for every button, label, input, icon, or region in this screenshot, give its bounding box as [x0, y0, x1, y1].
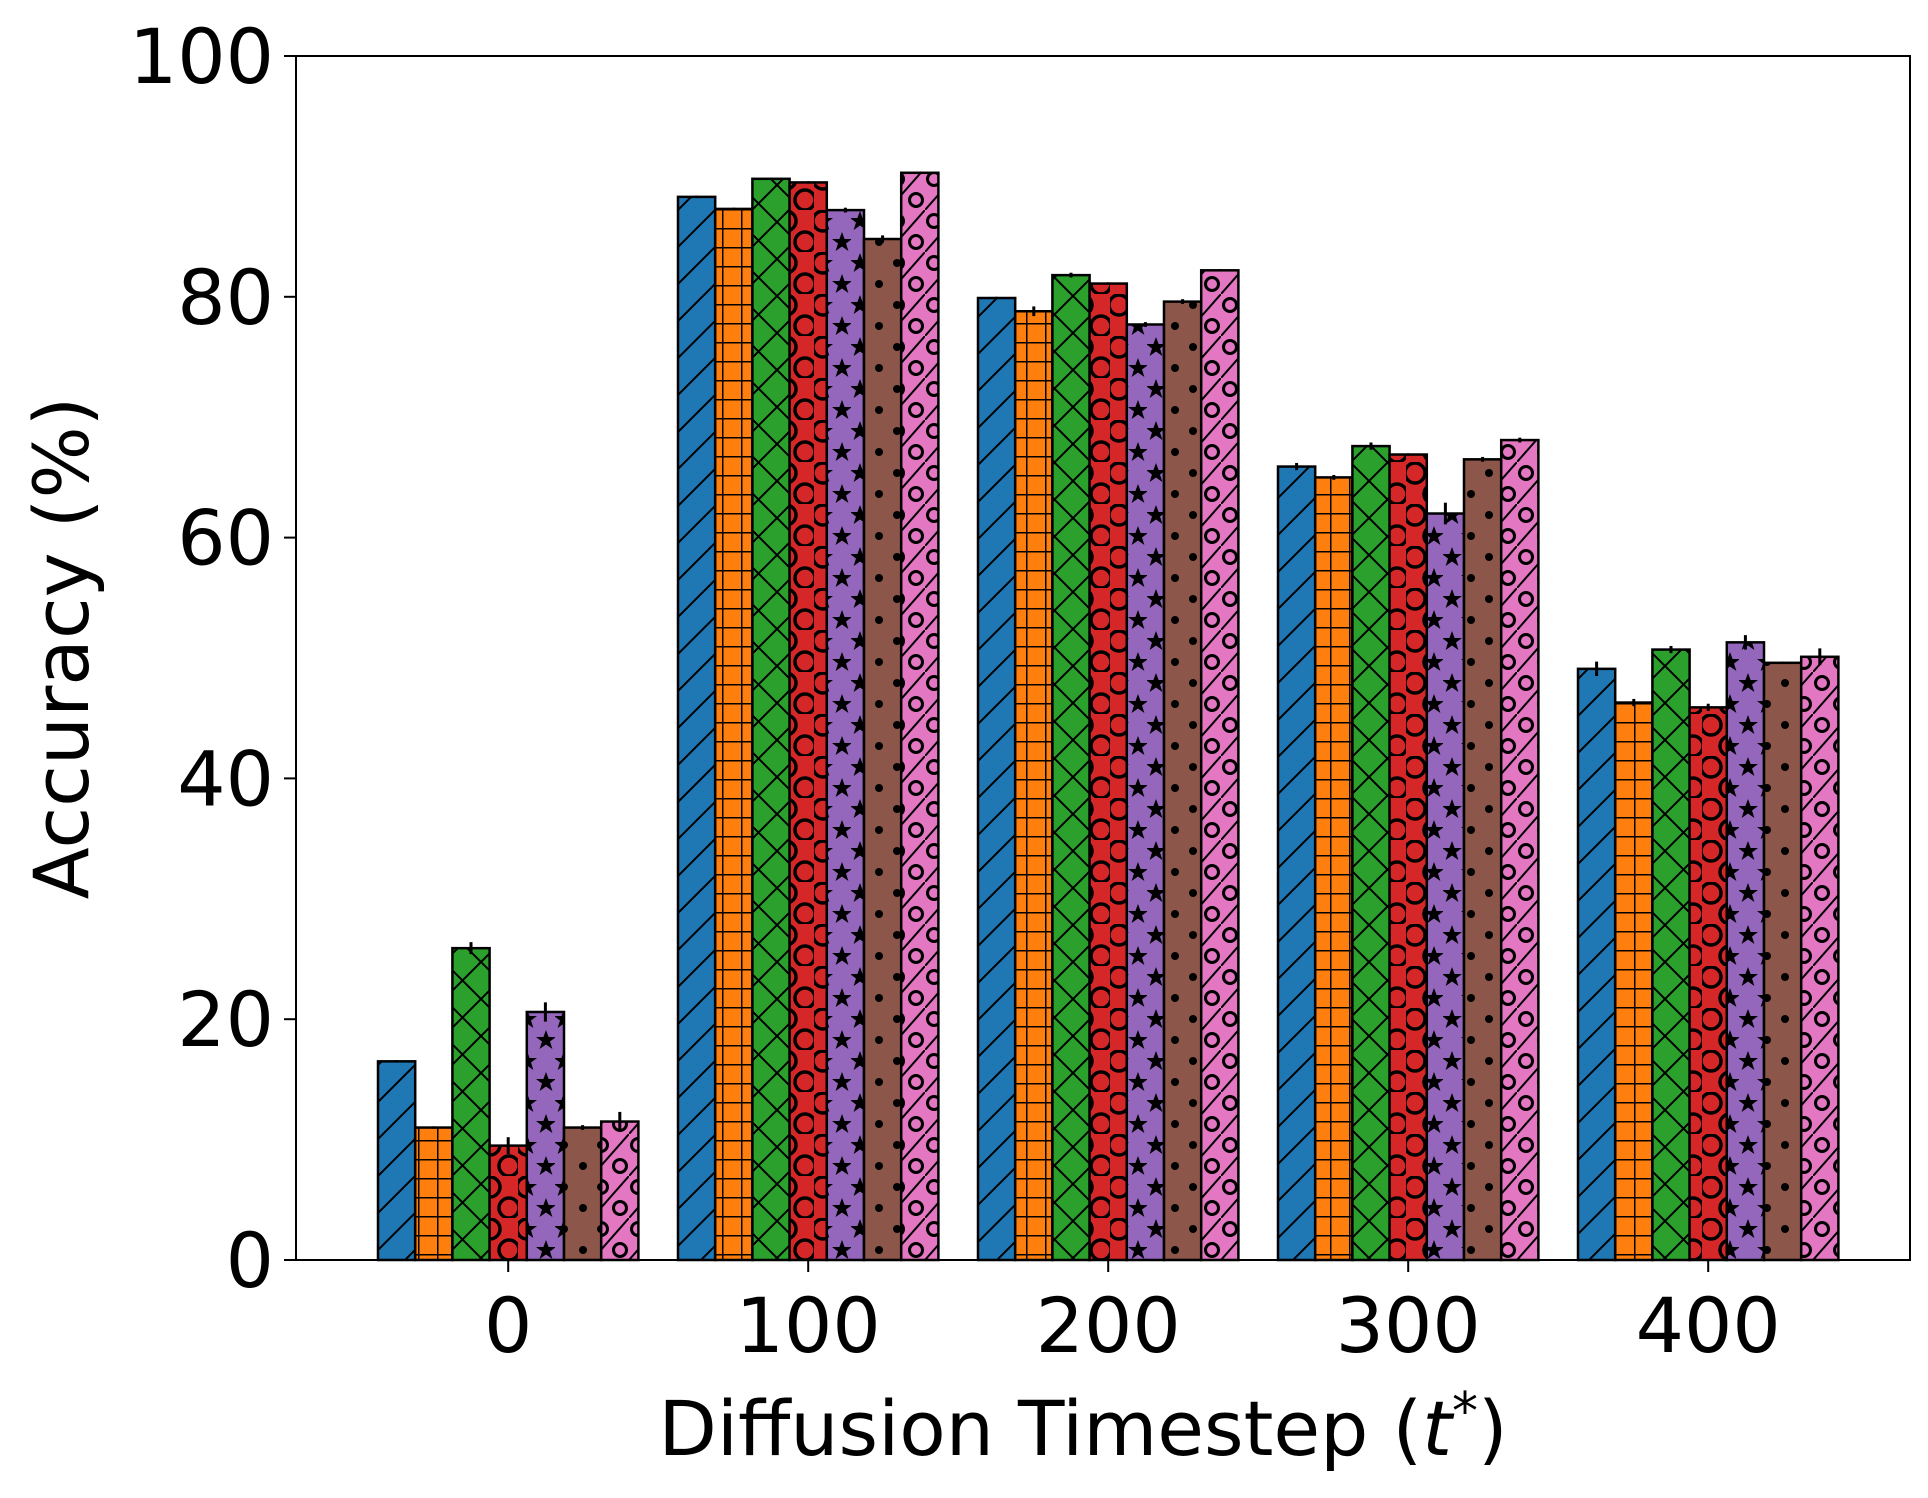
x-axis-label: Diffusion Timestep (t*) [658, 1382, 1507, 1473]
bar-hatch-200-series-7 [1199, 269, 1240, 1262]
x-axis: 0 100 200 300 400 [484, 1260, 1781, 1370]
x-tick-label: 300 [1336, 1281, 1481, 1370]
bar-hatch-0-series-2 [413, 1126, 454, 1262]
bar-hatch-0-series-7 [599, 1120, 640, 1262]
bar-hatch-400-series-6 [1762, 661, 1803, 1262]
bar-hatch-200-series-3 [1051, 273, 1091, 1262]
y-tick-label: 80 [177, 253, 274, 342]
bars-layer [376, 171, 1840, 1262]
bar-hatch-400-series-1 [1576, 667, 1617, 1262]
bar-hatch-0-series-4 [488, 1144, 529, 1262]
bar-hatch-400-series-3 [1651, 648, 1691, 1262]
bar-hatch-0-series-1 [376, 1060, 417, 1262]
bar-hatch-100-series-2 [713, 207, 754, 1262]
x-axis-label-text: Diffusion Timestep ( [658, 1384, 1422, 1473]
y-tick-label: 100 [129, 12, 274, 101]
x-tick-label: 100 [736, 1281, 881, 1370]
bar-hatch-0-series-5 [525, 1010, 566, 1262]
y-axis: 0 20 40 60 80 100 [129, 12, 296, 1305]
bar-hatch-300-series-5 [1425, 512, 1466, 1262]
bar-hatch-300-series-3 [1351, 444, 1391, 1262]
bar-hatch-300-series-1 [1276, 465, 1317, 1262]
bar-hatch-0-series-3 [451, 946, 491, 1262]
bar-hatch-400-series-4 [1688, 706, 1729, 1262]
x-tick-label: 0 [484, 1281, 532, 1370]
bar-hatch-400-series-2 [1613, 701, 1654, 1262]
bar-hatch-400-series-7 [1799, 655, 1840, 1262]
bar-hatch-100-series-3 [751, 177, 791, 1262]
y-tick-label: 40 [177, 734, 274, 823]
bar-hatch-400-series-5 [1725, 641, 1766, 1262]
bar-hatch-100-series-5 [825, 208, 866, 1262]
bar-hatch-200-series-1 [976, 296, 1017, 1262]
bar-hatch-300-series-6 [1462, 458, 1503, 1262]
bar-hatch-300-series-7 [1499, 438, 1540, 1262]
bar-hatch-300-series-2 [1313, 476, 1354, 1262]
bar-hatch-200-series-6 [1162, 300, 1203, 1262]
y-tick-label: 20 [177, 975, 274, 1064]
x-axis-label-close: ) [1478, 1384, 1508, 1473]
bar-hatch-200-series-5 [1125, 323, 1166, 1262]
bar-hatch-300-series-4 [1388, 453, 1429, 1262]
x-tick-label: 400 [1636, 1281, 1781, 1370]
bar-hatch-100-series-6 [862, 237, 903, 1262]
bar-hatch-100-series-4 [788, 181, 829, 1262]
bar-hatch-200-series-4 [1088, 282, 1129, 1262]
bar-hatch-0-series-6 [562, 1126, 603, 1262]
plot-frame [295, 55, 1911, 1261]
y-tick-label: 60 [177, 494, 274, 583]
bar-hatch-100-series-7 [899, 171, 940, 1262]
bar-hatch-100-series-1 [676, 195, 717, 1262]
y-tick-label: 0 [226, 1216, 274, 1305]
x-tick-label: 200 [1036, 1281, 1181, 1370]
x-axis-label-variable: t [1422, 1384, 1455, 1473]
y-axis-label: Accuracy (%) [17, 397, 106, 900]
bar-hatch-200-series-2 [1013, 309, 1054, 1262]
x-axis-label-superscript: * [1452, 1382, 1478, 1442]
